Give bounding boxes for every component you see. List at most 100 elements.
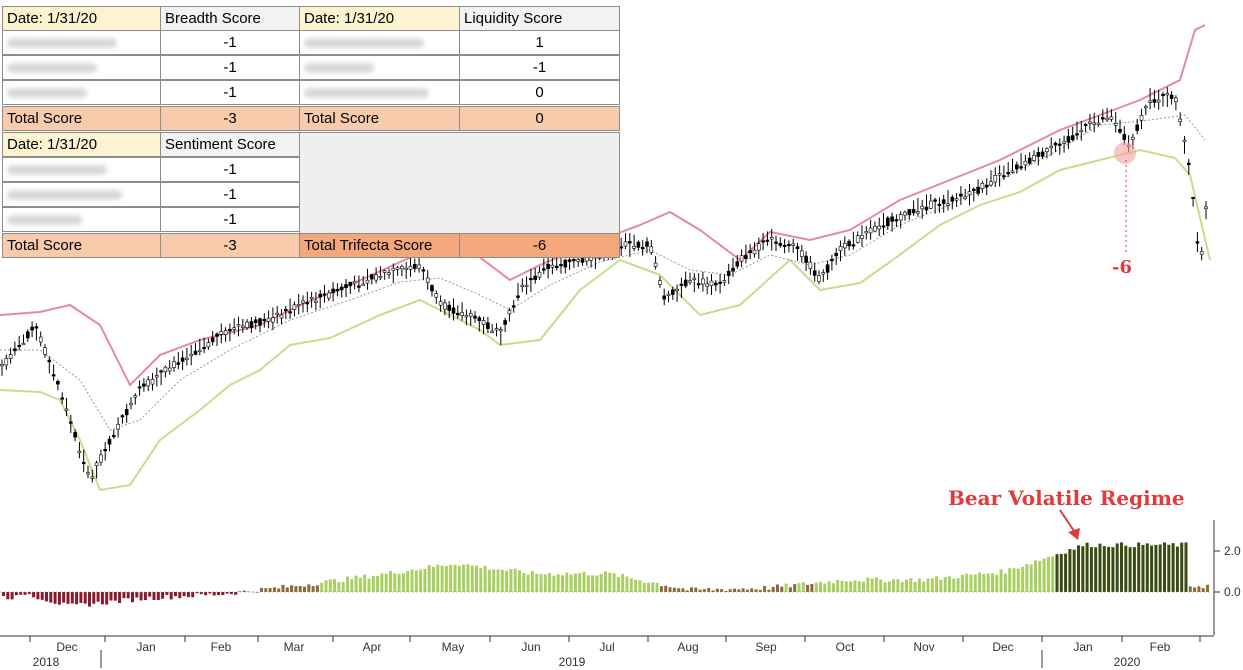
candle-body: [774, 241, 778, 244]
vol-bar: [582, 571, 586, 592]
candle-body: [1195, 241, 1200, 244]
vol-bar: [440, 565, 444, 592]
vol-bar: [522, 573, 526, 592]
candle-body: [103, 449, 107, 452]
candle-body: [430, 285, 434, 292]
x-tick-label-13: Jan: [1073, 640, 1093, 654]
candle-body: [705, 283, 710, 287]
vol-bar: [793, 584, 797, 592]
vol-bar: [449, 564, 453, 592]
vol-bar: [1059, 553, 1063, 592]
candle-body: [924, 206, 929, 211]
liquidity-row-label-2: [299, 55, 460, 80]
vol-bar: [315, 585, 319, 592]
vol-bar: [36, 592, 40, 600]
vol-bar: [733, 588, 736, 592]
vol-bar: [88, 592, 91, 607]
sentiment-row-label-1: [2, 157, 161, 182]
candle-body: [916, 211, 920, 214]
candle-body: [791, 243, 796, 246]
vol-bar: [475, 565, 478, 592]
candle-body: [318, 293, 323, 298]
vol-bar: [419, 569, 423, 592]
vol-bar: [840, 580, 844, 592]
vol-bar: [1124, 545, 1128, 592]
candle-body: [688, 280, 692, 283]
vol-bar: [819, 581, 822, 592]
vol-bar: [135, 592, 139, 598]
vol-bar: [311, 586, 315, 592]
vol-bar: [814, 582, 818, 592]
candle-body: [984, 184, 989, 188]
vol-bar: [328, 579, 332, 592]
candle-body: [73, 432, 77, 438]
vol-bar: [784, 583, 788, 592]
candle-body: [4, 358, 9, 366]
candle-body: [1135, 124, 1139, 131]
candle-body: [326, 292, 331, 299]
candle-body: [911, 208, 916, 214]
vol-bar: [952, 578, 956, 592]
liquidity-date: Date: 1/31/20: [299, 6, 460, 31]
breadth-score-3: -1: [160, 80, 300, 105]
candle-body: [1101, 117, 1105, 120]
vol-bar: [836, 579, 840, 592]
vol-bar: [1193, 587, 1197, 592]
vol-bar: [978, 572, 982, 592]
candle-body: [283, 309, 288, 312]
candle-body: [434, 293, 439, 298]
candle-body: [1178, 118, 1182, 122]
vol-bar: [487, 569, 491, 592]
candle-body: [129, 402, 133, 406]
candle-body: [1049, 145, 1053, 148]
vol-bar: [608, 572, 612, 592]
candle-body: [60, 397, 65, 400]
vol-bar: [1016, 568, 1020, 592]
candle-body: [559, 264, 563, 267]
vol-bar: [535, 573, 539, 592]
x-tick-label-2: Feb: [210, 640, 232, 654]
vol-bar: [1180, 542, 1184, 592]
candle-body: [1122, 134, 1127, 140]
candle-body: [903, 211, 907, 216]
candle-body: [107, 438, 112, 445]
vol-bar: [122, 592, 126, 599]
vol-bar: [1029, 564, 1033, 592]
candle-body: [735, 261, 740, 267]
vol-bar: [711, 590, 715, 592]
candle-body: [176, 362, 181, 365]
x-tick-label-3: Mar: [283, 640, 305, 654]
candle-body: [898, 214, 903, 221]
candle-body: [163, 366, 168, 373]
vol-bar: [113, 592, 117, 601]
vol-bar: [935, 576, 939, 592]
vol-bar: [294, 586, 298, 592]
vol-bar: [810, 583, 814, 592]
vol-bar: [1175, 546, 1179, 592]
vol-bar: [573, 573, 577, 592]
candle-body: [627, 241, 632, 244]
candle-body: [928, 200, 933, 209]
vol-bar: [823, 583, 827, 592]
candle-body: [1092, 122, 1096, 125]
vol-bar: [152, 592, 156, 601]
vol-bar: [634, 579, 638, 592]
candle-body: [451, 307, 456, 314]
candle-body: [155, 375, 159, 378]
candle-body: [933, 199, 937, 202]
candle-body: [993, 175, 998, 183]
vol-bar: [1034, 560, 1037, 592]
vol-bar: [118, 592, 122, 604]
vol-bar: [126, 592, 130, 599]
vol-bar: [681, 588, 685, 592]
candle-body: [486, 322, 490, 329]
candle-body: [658, 280, 662, 285]
candle-body: [834, 252, 839, 257]
candle-body: [877, 225, 882, 230]
sub-ytick-2: 2.0: [1224, 544, 1241, 558]
candle-body: [1096, 122, 1101, 125]
candle-body: [537, 271, 542, 278]
vol-bar: [612, 573, 616, 592]
vol-bar: [303, 586, 306, 592]
candle-body: [494, 328, 499, 331]
